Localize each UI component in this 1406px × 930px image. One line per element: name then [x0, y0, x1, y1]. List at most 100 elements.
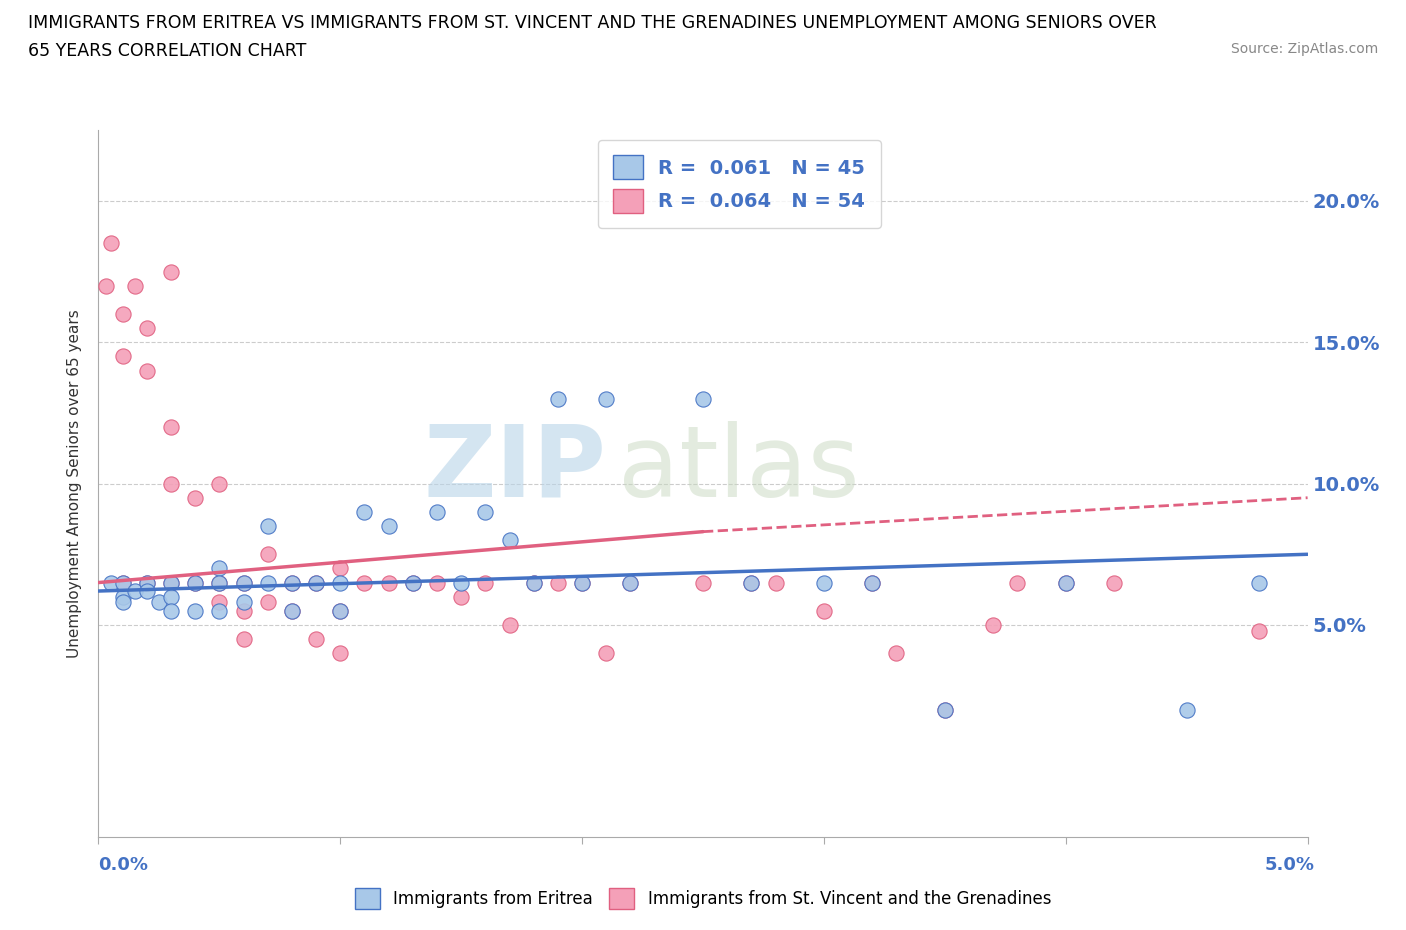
Point	[256, 547, 278, 562]
Point	[111, 595, 134, 610]
Point	[595, 645, 617, 660]
Point	[547, 392, 569, 406]
Point	[740, 575, 762, 590]
Point	[1175, 702, 1198, 717]
Point	[1007, 575, 1029, 590]
Point	[571, 575, 593, 590]
Point	[160, 575, 183, 590]
Point	[256, 575, 278, 590]
Point	[111, 590, 134, 604]
Point	[184, 575, 207, 590]
Point	[377, 575, 399, 590]
Point	[232, 631, 254, 646]
Point	[523, 575, 546, 590]
Point	[813, 575, 835, 590]
Point	[100, 575, 122, 590]
Point	[692, 392, 714, 406]
Point	[208, 604, 231, 618]
Point	[135, 584, 157, 599]
Point	[886, 645, 908, 660]
Point	[281, 604, 304, 618]
Point	[208, 575, 231, 590]
Text: 65 YEARS CORRELATION CHART: 65 YEARS CORRELATION CHART	[28, 42, 307, 60]
Point	[547, 575, 569, 590]
Point	[256, 595, 278, 610]
Point	[281, 604, 304, 618]
Text: 5.0%: 5.0%	[1264, 856, 1315, 873]
Point	[160, 575, 183, 590]
Point	[305, 575, 328, 590]
Legend: Immigrants from Eritrea, Immigrants from St. Vincent and the Grenadines: Immigrants from Eritrea, Immigrants from…	[346, 880, 1060, 917]
Point	[160, 590, 183, 604]
Point	[498, 533, 520, 548]
Point	[619, 575, 641, 590]
Point	[353, 504, 375, 519]
Text: 0.0%: 0.0%	[98, 856, 149, 873]
Point	[450, 575, 472, 590]
Point	[111, 575, 134, 590]
Point	[377, 519, 399, 534]
Point	[160, 476, 183, 491]
Point	[305, 575, 328, 590]
Point	[208, 595, 231, 610]
Point	[111, 575, 134, 590]
Point	[256, 519, 278, 534]
Text: Source: ZipAtlas.com: Source: ZipAtlas.com	[1230, 42, 1378, 56]
Point	[160, 264, 183, 279]
Point	[135, 321, 157, 336]
Point	[329, 645, 352, 660]
Point	[353, 575, 375, 590]
Point	[1054, 575, 1077, 590]
Point	[1054, 575, 1077, 590]
Point	[981, 618, 1004, 632]
Point	[402, 575, 425, 590]
Point	[160, 604, 183, 618]
Text: IMMIGRANTS FROM ERITREA VS IMMIGRANTS FROM ST. VINCENT AND THE GRENADINES UNEMPL: IMMIGRANTS FROM ERITREA VS IMMIGRANTS FR…	[28, 14, 1157, 32]
Point	[94, 278, 117, 293]
Point	[208, 476, 231, 491]
Point	[184, 575, 207, 590]
Point	[934, 702, 956, 717]
Point	[523, 575, 546, 590]
Point	[450, 590, 472, 604]
Point	[124, 278, 146, 293]
Point	[184, 490, 207, 505]
Point	[281, 575, 304, 590]
Point	[208, 575, 231, 590]
Point	[184, 604, 207, 618]
Point	[329, 604, 352, 618]
Point	[1102, 575, 1125, 590]
Point	[474, 504, 496, 519]
Point	[135, 363, 157, 378]
Point	[765, 575, 787, 590]
Point	[474, 575, 496, 590]
Point	[111, 307, 134, 322]
Point	[100, 236, 122, 251]
Point	[813, 604, 835, 618]
Point	[232, 604, 254, 618]
Point	[329, 604, 352, 618]
Point	[740, 575, 762, 590]
Point	[595, 392, 617, 406]
Point	[1249, 623, 1271, 638]
Point	[329, 575, 352, 590]
Point	[135, 575, 157, 590]
Point	[111, 349, 134, 364]
Point	[232, 575, 254, 590]
Text: ZIP: ZIP	[423, 421, 606, 518]
Point	[426, 504, 449, 519]
Point	[305, 631, 328, 646]
Point	[329, 561, 352, 576]
Point	[426, 575, 449, 590]
Point	[135, 575, 157, 590]
Point	[124, 584, 146, 599]
Y-axis label: Unemployment Among Seniors over 65 years: Unemployment Among Seniors over 65 years	[67, 310, 83, 658]
Point	[498, 618, 520, 632]
Point	[160, 419, 183, 434]
Point	[619, 575, 641, 590]
Point	[934, 702, 956, 717]
Point	[692, 575, 714, 590]
Point	[232, 575, 254, 590]
Text: atlas: atlas	[619, 421, 860, 518]
Point	[232, 595, 254, 610]
